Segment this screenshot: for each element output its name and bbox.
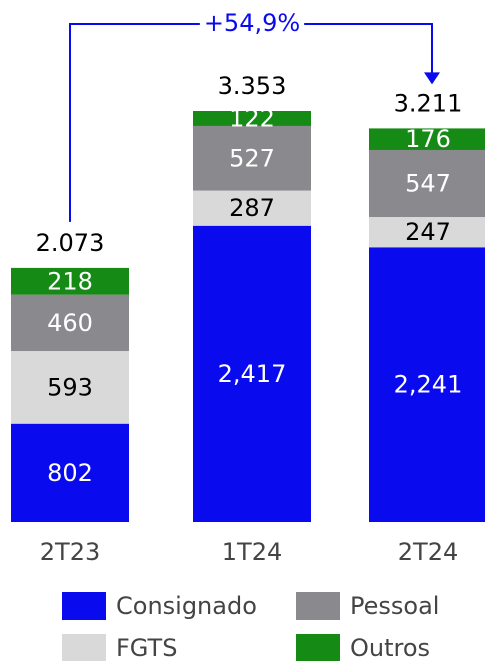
x-tick-label: 1T24 xyxy=(222,538,282,566)
bar-segment xyxy=(193,111,311,126)
legend-swatch xyxy=(296,592,340,620)
bar-segment xyxy=(11,294,129,352)
total-label: 2.073 xyxy=(36,229,105,257)
bar-segment xyxy=(11,267,129,295)
legend-label: FGTS xyxy=(116,634,177,661)
bar-segment xyxy=(369,128,485,150)
legend-label: Outros xyxy=(350,634,430,661)
data-label: 2,241 xyxy=(394,371,463,399)
x-tick-label: 2T24 xyxy=(398,538,458,566)
total-label: 3.353 xyxy=(218,72,287,100)
x-tick-label: 2T23 xyxy=(40,538,100,566)
data-label: 287 xyxy=(229,194,275,222)
bar-segment xyxy=(11,351,129,424)
data-label: 2,417 xyxy=(218,360,287,388)
bar-segment xyxy=(369,217,485,248)
annotation: +54,9% xyxy=(204,9,300,37)
bar-segment xyxy=(11,423,129,522)
data-label: 218 xyxy=(47,267,93,295)
legend-swatch xyxy=(62,634,106,661)
data-label: 802 xyxy=(47,459,93,487)
legend-swatch xyxy=(296,634,340,661)
annotation-bg xyxy=(199,9,305,37)
data-label: 247 xyxy=(405,218,451,246)
annotation-arrow xyxy=(424,72,440,85)
bar-segment xyxy=(193,225,311,523)
bar-segment xyxy=(369,247,485,522)
bar-segment xyxy=(193,125,311,191)
legend-swatch xyxy=(62,592,106,620)
data-label: 122 xyxy=(229,104,275,132)
data-label: 593 xyxy=(47,373,93,401)
legend-label: Consignado xyxy=(116,592,257,620)
data-label: 460 xyxy=(47,309,93,337)
data-label: 547 xyxy=(405,170,451,198)
bar-segment xyxy=(369,149,485,218)
total-label: 3.211 xyxy=(394,89,463,117)
data-label: 176 xyxy=(405,125,451,153)
bar-segment xyxy=(193,190,311,226)
data-label: 527 xyxy=(229,144,275,172)
legend-label: Pessoal xyxy=(350,592,439,620)
